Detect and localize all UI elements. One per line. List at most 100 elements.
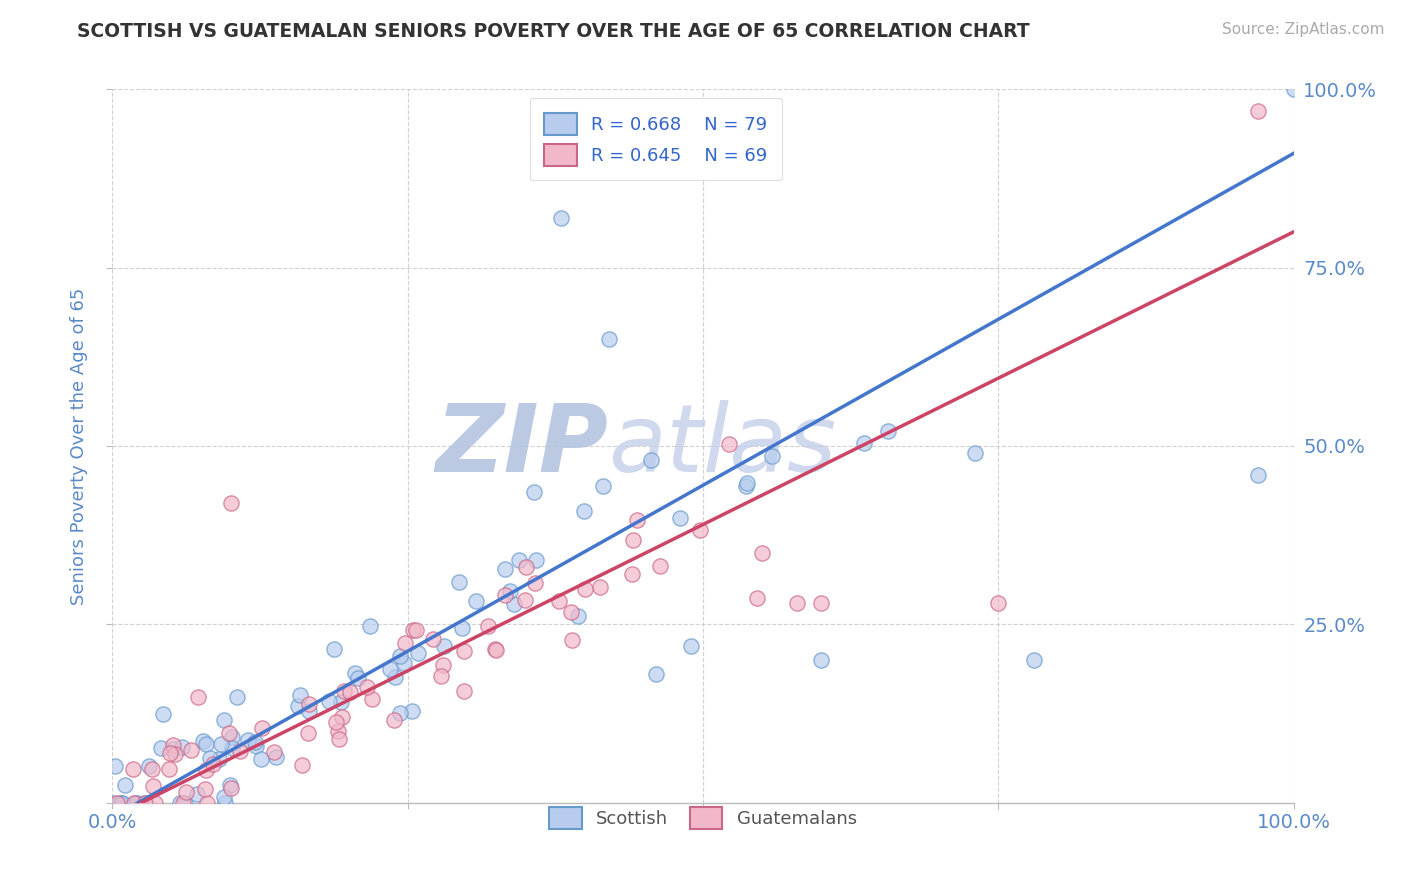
Point (162, 742, 184, 756)
Point (330, 710, 353, 724)
Point (290, 688, 312, 702)
Point (388, 706, 411, 721)
Point (180, 743, 202, 757)
Point (548, 594, 571, 608)
Legend: Scottish, Guatemalans: Scottish, Guatemalans (534, 793, 872, 844)
Point (408, 646, 430, 660)
Point (453, 684, 475, 698)
Point (236, 733, 259, 747)
Point (644, 667, 666, 681)
Point (219, 778, 242, 792)
Point (786, 596, 808, 610)
Point (963, 446, 986, 460)
Text: atlas: atlas (609, 401, 837, 491)
Point (689, 523, 711, 537)
Point (433, 640, 456, 654)
Point (361, 692, 384, 706)
Point (389, 649, 412, 664)
Point (127, 796, 149, 810)
Point (214, 789, 236, 804)
Point (219, 781, 242, 796)
Point (157, 762, 180, 776)
Point (422, 632, 444, 646)
Point (243, 735, 266, 749)
Point (405, 624, 427, 638)
Point (810, 596, 832, 610)
Point (877, 425, 900, 439)
Point (572, 503, 595, 517)
Point (219, 496, 242, 510)
Point (339, 685, 361, 699)
Point (195, 764, 218, 778)
Point (640, 453, 662, 467)
Point (209, 737, 232, 751)
Point (621, 567, 644, 582)
Point (384, 670, 406, 684)
Point (122, 796, 145, 810)
Point (287, 699, 309, 714)
Point (218, 726, 240, 740)
Point (103, 796, 125, 810)
Point (1247, 467, 1270, 482)
Point (508, 552, 530, 566)
Point (453, 644, 475, 658)
Point (515, 560, 537, 574)
Point (735, 479, 758, 493)
Point (477, 618, 499, 632)
Point (141, 763, 163, 777)
Point (201, 756, 224, 771)
Point (143, 796, 166, 810)
Point (124, 796, 146, 810)
Point (134, 796, 156, 810)
Point (169, 796, 191, 810)
Point (394, 636, 416, 650)
Point (450, 621, 472, 635)
Point (598, 332, 620, 346)
Point (356, 680, 378, 694)
Point (503, 597, 526, 611)
Point (751, 546, 773, 560)
Point (523, 484, 546, 499)
Point (432, 658, 454, 673)
Point (392, 656, 415, 670)
Point (494, 588, 516, 602)
Point (567, 608, 589, 623)
Point (174, 785, 197, 799)
Text: ZIP: ZIP (436, 400, 609, 492)
Point (717, 437, 740, 451)
Point (114, 778, 136, 792)
Point (735, 475, 758, 490)
Point (249, 752, 271, 766)
Point (194, 737, 217, 751)
Point (430, 669, 453, 683)
Point (592, 479, 614, 493)
Point (212, 713, 235, 727)
Point (264, 750, 287, 764)
Point (142, 779, 165, 793)
Point (494, 562, 516, 576)
Point (228, 744, 250, 758)
Point (402, 623, 425, 637)
Point (669, 511, 692, 525)
Point (163, 747, 186, 761)
Point (245, 739, 267, 753)
Point (626, 512, 648, 526)
Point (221, 741, 243, 756)
Point (214, 796, 236, 810)
Point (380, 662, 402, 676)
Point (152, 707, 174, 722)
Point (810, 653, 832, 667)
Point (174, 796, 197, 810)
Point (561, 633, 583, 648)
Point (108, 796, 131, 810)
Point (104, 759, 127, 773)
Point (298, 697, 321, 711)
Point (111, 796, 134, 810)
Point (250, 721, 273, 735)
Point (105, 796, 128, 810)
Point (1022, 653, 1045, 667)
Point (589, 580, 612, 594)
Point (328, 731, 350, 746)
Point (330, 695, 353, 709)
Point (150, 740, 173, 755)
